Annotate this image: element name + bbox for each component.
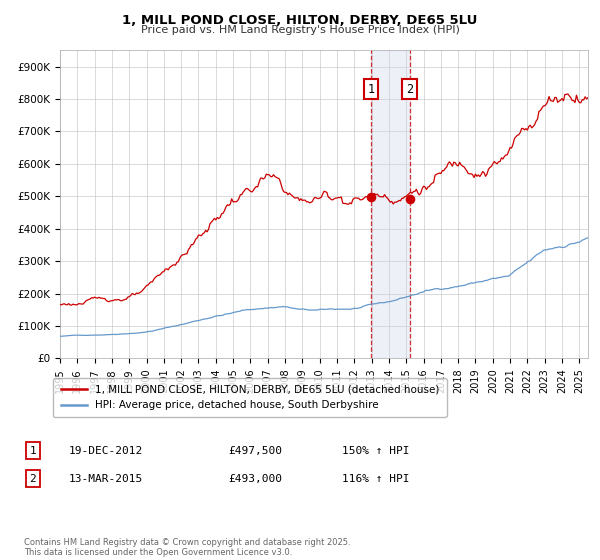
Point xyxy=(405,194,415,203)
Text: 1: 1 xyxy=(29,446,37,456)
Bar xyxy=(371,50,410,358)
Text: Price paid vs. HM Land Registry's House Price Index (HPI): Price paid vs. HM Land Registry's House … xyxy=(140,25,460,35)
Point xyxy=(366,193,376,202)
Text: Contains HM Land Registry data © Crown copyright and database right 2025.
This d: Contains HM Land Registry data © Crown c… xyxy=(24,538,350,557)
Text: 116% ↑ HPI: 116% ↑ HPI xyxy=(342,474,409,484)
Text: 1: 1 xyxy=(368,83,374,96)
Text: 13-MAR-2015: 13-MAR-2015 xyxy=(69,474,143,484)
Text: 19-DEC-2012: 19-DEC-2012 xyxy=(69,446,143,456)
Text: 2: 2 xyxy=(29,474,37,484)
Text: £493,000: £493,000 xyxy=(228,474,282,484)
Text: 2: 2 xyxy=(406,83,413,96)
Text: £497,500: £497,500 xyxy=(228,446,282,456)
Text: 150% ↑ HPI: 150% ↑ HPI xyxy=(342,446,409,456)
Legend: 1, MILL POND CLOSE, HILTON, DERBY, DE65 5LU (detached house), HPI: Average price: 1, MILL POND CLOSE, HILTON, DERBY, DE65 … xyxy=(53,377,446,418)
Text: 1, MILL POND CLOSE, HILTON, DERBY, DE65 5LU: 1, MILL POND CLOSE, HILTON, DERBY, DE65 … xyxy=(122,14,478,27)
